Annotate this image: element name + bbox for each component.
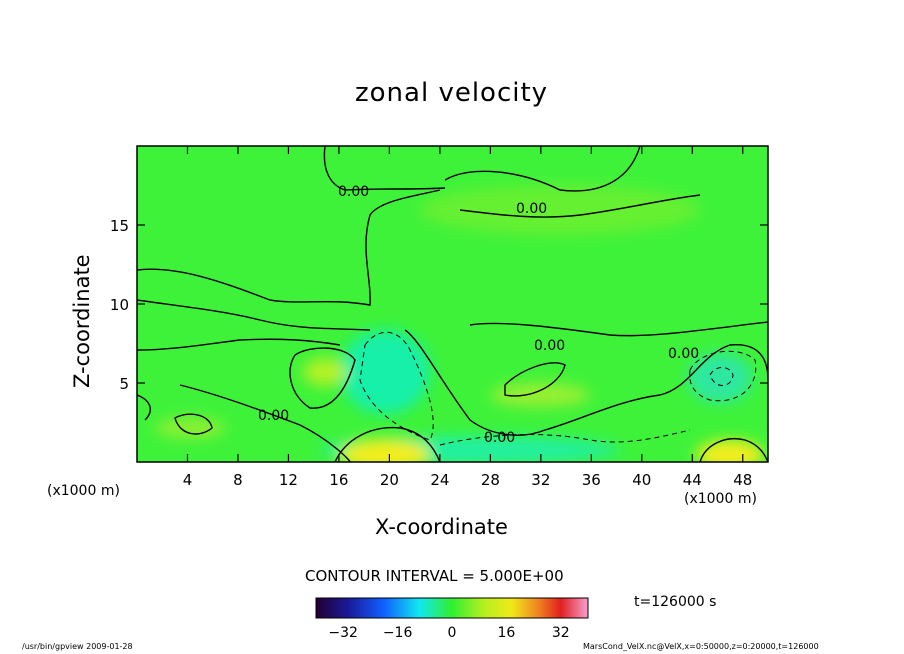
- x-tick-label-4: 20: [380, 471, 399, 489]
- x-tick-label-6: 28: [481, 471, 500, 489]
- contour-zero-right: [404, 329, 768, 436]
- x-tick-label-5: 24: [430, 471, 449, 489]
- contour-interval-text: CONTOUR INTERVAL = 5.000E+00: [305, 567, 564, 585]
- contour-label-3: 0.00: [668, 346, 699, 362]
- contour-label-4: 0.00: [258, 408, 289, 424]
- contour-mid-right: [469, 321, 768, 337]
- x-unit-label-right: (x1000 m): [684, 491, 757, 507]
- footer-left: /usr/bin/gpview 2009-01-28: [22, 642, 133, 651]
- x-tick-label-8: 36: [582, 471, 601, 489]
- x-tick-label-3: 16: [329, 471, 348, 489]
- negative-anomaly-right: [688, 353, 752, 403]
- colorbar-gradient: [315, 597, 589, 619]
- contour-zero-top: [323, 146, 446, 191]
- x-tick-label-11: 48: [733, 471, 752, 489]
- colorbar-ticks: −32 −16 0 16 32: [328, 625, 569, 641]
- positive-patch-left: [155, 418, 225, 438]
- positive-anomaly-left: [303, 358, 347, 386]
- x-tick-label-7: 32: [531, 471, 550, 489]
- colorbar: −32 −16 0 16 32: [315, 597, 589, 641]
- contour-zero-top-right: [444, 146, 641, 192]
- upper-region: [420, 185, 700, 235]
- time-text: t=126000 s: [634, 594, 717, 610]
- colorbar-tick-label-1: −16: [383, 625, 413, 641]
- colorbar-tick-label-2: 0: [448, 625, 457, 641]
- heatmap-field: 0.00 0.00 0.00 0.00 0.00 0.00: [137, 146, 768, 462]
- x-axis-label: X-coordinate: [375, 515, 508, 539]
- y-tick-label-1: 10: [110, 296, 129, 314]
- contour-positive-bottom-center: [334, 426, 441, 462]
- contour-lower-left: [137, 338, 341, 351]
- contour-lines: [137, 146, 768, 462]
- contour-negative-right-inner: [709, 367, 734, 386]
- contour-label-5: 0.00: [484, 430, 515, 446]
- colorbar-tick-label-3: 16: [497, 625, 515, 641]
- contour-zero-upper-left: [137, 189, 441, 306]
- contour-positive-mid: [504, 362, 566, 397]
- y-axis-label: Z-coordinate: [70, 254, 94, 388]
- y-tick-label-2: 15: [110, 217, 129, 235]
- contour-negative-right: [689, 350, 757, 402]
- contour-mid-left: [137, 299, 371, 331]
- contour-diag-left: [179, 384, 351, 462]
- field-background: [137, 146, 768, 462]
- contour-zero-band: [459, 194, 701, 218]
- x-tick-label-1: 8: [233, 471, 243, 489]
- contour-label-0: 0.00: [338, 184, 369, 200]
- contour-negative-bottom: [439, 429, 691, 446]
- y-axis: 5 10 15: [110, 217, 768, 393]
- y-tick-label-0: 5: [119, 375, 129, 393]
- x-tick-label-2: 12: [279, 471, 298, 489]
- contour-positive-small: [174, 413, 213, 435]
- contour-positive-left: [289, 347, 356, 409]
- x-unit-label-left: (x1000 m): [47, 483, 120, 499]
- x-tick-label-0: 4: [183, 471, 193, 489]
- x-axis: 4 8 12 16 20 24 28 32 36 40 44 48: [183, 146, 752, 489]
- positive-anomaly-bottom-center: [340, 439, 430, 462]
- contour-left-edge: [137, 394, 151, 421]
- x-tick-label-10: 44: [683, 471, 702, 489]
- positive-band-mid: [490, 383, 590, 407]
- footer-right: MarsCond_VelX.nc@VelX,x=0:50000,z=0:2000…: [583, 642, 819, 651]
- contour-negative-lines: [359, 331, 757, 446]
- colorbar-tick-label-4: 32: [552, 625, 570, 641]
- chart-title: zonal velocity: [355, 78, 549, 108]
- negative-anomaly-center: [340, 330, 430, 414]
- x-tick-label-9: 40: [632, 471, 651, 489]
- contour-label-2: 0.00: [534, 338, 565, 354]
- contour-negative-center: [359, 331, 434, 441]
- contour-positive-bottom-right: [699, 438, 768, 462]
- colorbar-tick-label-0: −32: [328, 625, 358, 641]
- contour-label-1: 0.00: [516, 201, 547, 217]
